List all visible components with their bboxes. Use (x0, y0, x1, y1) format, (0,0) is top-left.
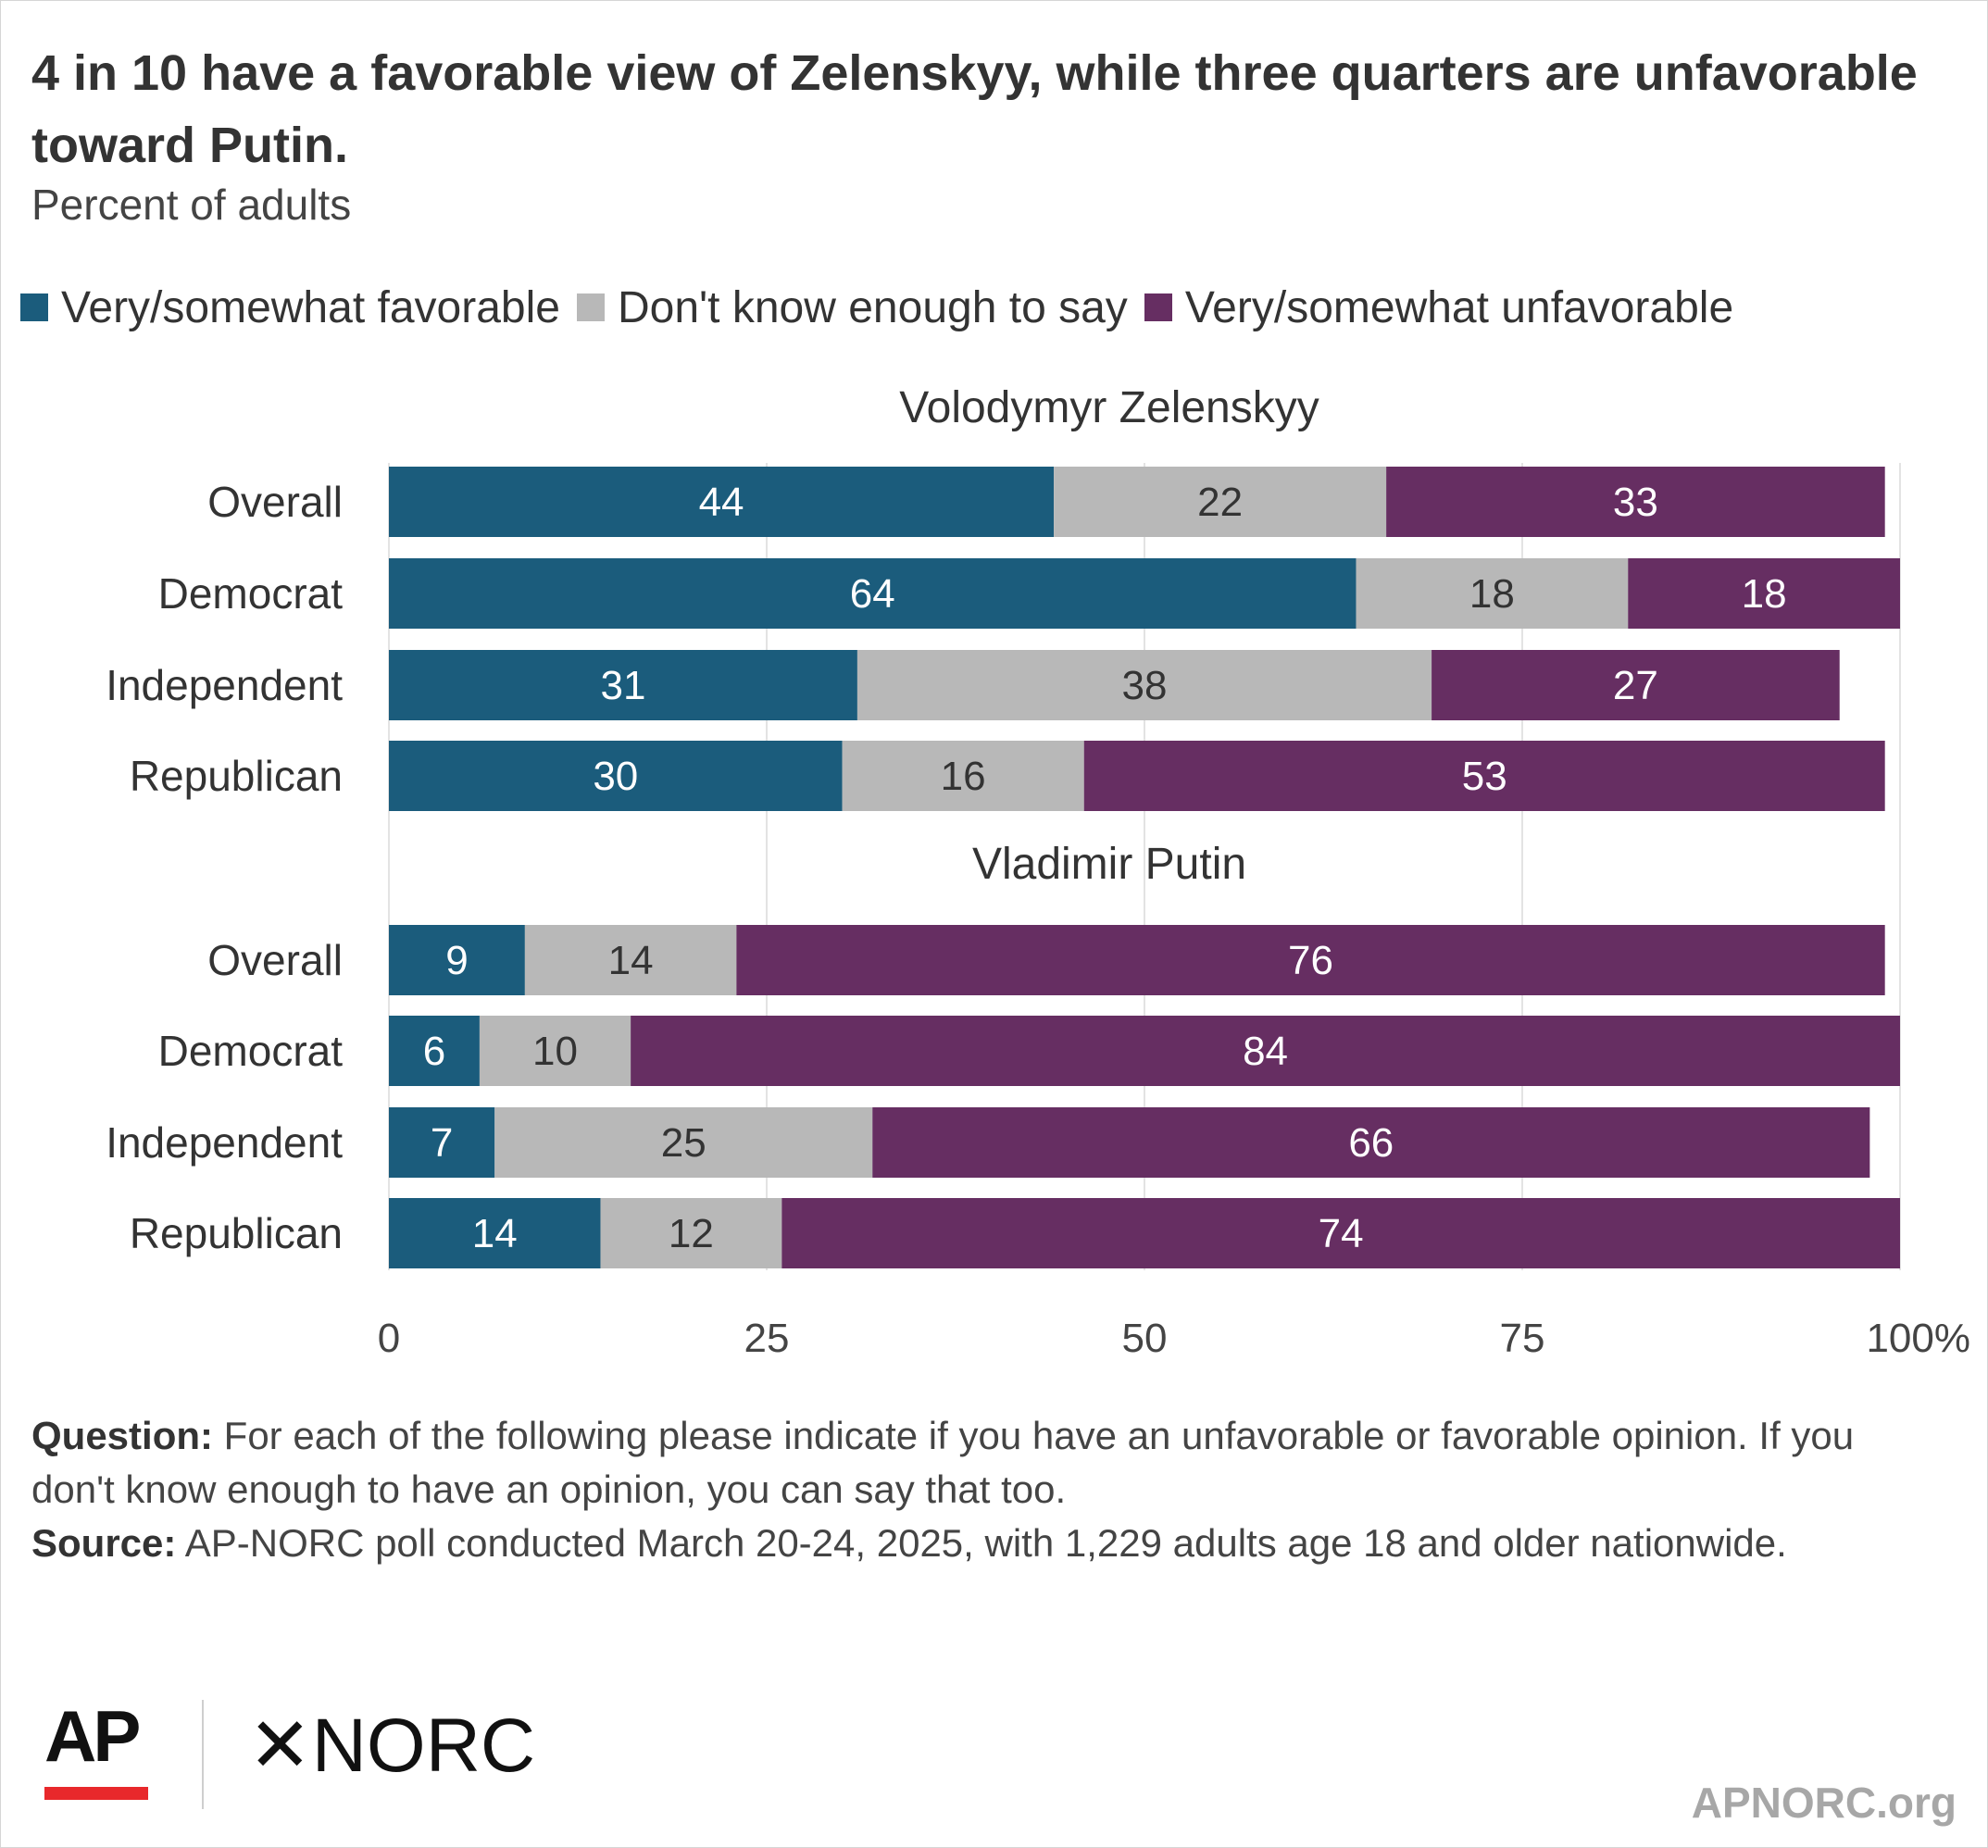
bar-segment (389, 558, 1357, 629)
bar-segment (631, 1016, 1900, 1086)
question-label: Question: (31, 1414, 213, 1457)
bar-segment (389, 1198, 601, 1268)
site-url: APNORC.org (1691, 1779, 1957, 1827)
legend-item-unfavorable: Very/somewhat unfavorable (1144, 282, 1733, 333)
stacked-bar-chart: 0 25 50 75 100% Volodymyr Zelenskyy Overall 44 2… (106, 383, 1970, 1361)
category-label: Democrat (158, 569, 344, 618)
category-label: Overall (207, 478, 343, 526)
data-label: 14 (608, 938, 654, 983)
question-note: Question: For each of the following plea… (31, 1409, 1939, 1517)
question-text: For each of the following please indicat… (31, 1414, 1855, 1511)
bar-segment (494, 1107, 873, 1178)
ap-logo: AP (44, 1695, 141, 1777)
legend-item-dont-know: Don't know enough to say (576, 282, 1128, 333)
bar-segment (389, 467, 1055, 537)
data-label: 7 (431, 1120, 453, 1166)
legend-label-dont-know: Don't know enough to say (617, 282, 1128, 332)
data-label: 6 (423, 1029, 445, 1074)
data-label: 10 (532, 1029, 578, 1074)
source-text: AP-NORC poll conducted March 20-24, 2025… (176, 1521, 1787, 1565)
ap-logo-underline (44, 1787, 148, 1800)
data-label: 53 (1462, 754, 1507, 799)
legend-swatch-favorable (20, 293, 48, 321)
logo-divider (202, 1700, 204, 1809)
norc-logo: ✕NORC (248, 1702, 535, 1790)
bar-segment (389, 741, 843, 811)
bar-segment (781, 1198, 1900, 1268)
bar-segment (479, 1016, 631, 1086)
bar-segment (1054, 467, 1387, 537)
data-label: 38 (1122, 663, 1168, 708)
category-label: Independent (106, 661, 343, 709)
x-tick-label: 0 (378, 1316, 400, 1361)
bar-segment (600, 1198, 782, 1268)
x-tick-label: 50 (1122, 1316, 1168, 1361)
bar-segment (389, 650, 857, 720)
data-label: 18 (1742, 571, 1787, 617)
x-tick-label: 75 (1500, 1316, 1545, 1361)
group-header: Vladimir Putin (972, 840, 1246, 889)
bar-segment (872, 1107, 1870, 1178)
legend-swatch-unfavorable (1144, 293, 1172, 321)
data-label: 33 (1613, 480, 1658, 525)
data-label: 84 (1243, 1029, 1288, 1074)
legend: Very/somewhat favorable Don't know enoug… (20, 278, 1750, 337)
data-label: 30 (593, 754, 638, 799)
category-label: Overall (207, 936, 343, 984)
norc-star-icon: ✕ (248, 1704, 312, 1788)
data-label: 64 (850, 571, 895, 617)
x-tick-label: 100% (1866, 1316, 1970, 1361)
data-label: 18 (1469, 571, 1515, 617)
x-tick-label: 25 (744, 1316, 790, 1361)
data-label: 9 (445, 938, 468, 983)
data-label: 74 (1319, 1211, 1364, 1256)
legend-label-unfavorable: Very/somewhat unfavorable (1184, 282, 1734, 332)
chart-title: 4 in 10 have a favorable view of Zelensk… (31, 45, 1918, 173)
data-label: 76 (1288, 938, 1333, 983)
bar-segment (842, 741, 1084, 811)
data-label: 66 (1348, 1120, 1394, 1166)
bar-segment (389, 1107, 495, 1178)
data-label: 27 (1613, 663, 1658, 708)
data-label: 25 (661, 1120, 706, 1166)
data-label: 14 (472, 1211, 518, 1256)
footer-logos: AP ✕NORC APNORC.org (0, 1685, 1988, 1848)
chart-subtitle: Percent of adults (31, 181, 352, 229)
data-label: 31 (600, 663, 645, 708)
data-label: 22 (1197, 480, 1243, 525)
group-header: Volodymyr Zelenskyy (899, 383, 1319, 432)
bar-segment (856, 650, 1432, 720)
bar-segment (736, 925, 1885, 995)
bar-segment (524, 925, 737, 995)
bar-segment (1356, 558, 1629, 629)
legend-item-favorable: Very/somewhat favorable (20, 282, 560, 333)
legend-label-favorable: Very/somewhat favorable (61, 282, 560, 332)
data-label: 12 (669, 1211, 714, 1256)
bar-segment (1628, 558, 1900, 629)
chart-notes: Question: For each of the following plea… (31, 1409, 1939, 1570)
category-label: Democrat (158, 1027, 344, 1075)
bar-segment (389, 1016, 480, 1086)
source-label: Source: (31, 1521, 177, 1565)
bar-segment (1386, 467, 1885, 537)
legend-swatch-dont-know (576, 293, 605, 321)
data-label: 16 (941, 754, 986, 799)
category-label: Independent (106, 1118, 343, 1167)
data-label: 44 (699, 480, 744, 525)
norc-logo-text: NORC (311, 1704, 536, 1788)
category-label: Republican (130, 1209, 343, 1257)
source-note: Source: AP-NORC poll conducted March 20-… (31, 1517, 1939, 1570)
bar-segment (1083, 741, 1885, 811)
bar-segment (389, 925, 525, 995)
category-label: Republican (130, 752, 343, 800)
bar-segment (1432, 650, 1840, 720)
